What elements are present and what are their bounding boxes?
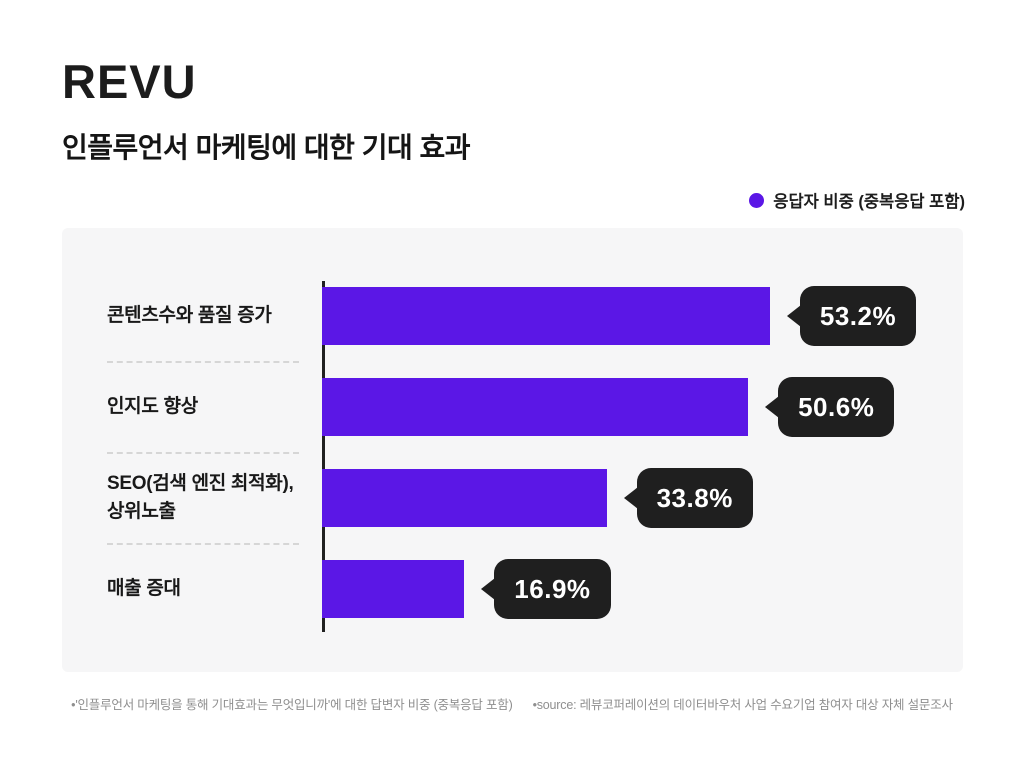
row-separator bbox=[107, 361, 299, 363]
callout-value: 33.8% bbox=[636, 468, 753, 528]
row-separator bbox=[107, 452, 299, 454]
footnote-right: •source: 레뷰코퍼레이션의 데이터바우처 사업 수요기업 참여자 대상 … bbox=[532, 698, 953, 712]
callout-tail-icon bbox=[623, 487, 638, 509]
brand-logo: REVU bbox=[62, 55, 197, 108]
value-callout: 33.8% bbox=[623, 468, 753, 528]
legend-label: 응답자 비중 (중복응답 포함) bbox=[773, 193, 965, 211]
category-label: 콘텐츠수와 품질 증가 bbox=[107, 305, 272, 327]
callout-tail-icon bbox=[786, 305, 801, 327]
legend: 응답자 비중 (중복응답 포함) bbox=[749, 188, 965, 212]
category-label: 인지도 향상 bbox=[107, 396, 198, 418]
legend-dot-icon bbox=[749, 192, 765, 208]
value-callout: 16.9% bbox=[481, 559, 611, 619]
category-label: 매출 증대 bbox=[107, 578, 181, 600]
bar bbox=[322, 469, 607, 527]
callout-value: 16.9% bbox=[494, 559, 611, 619]
chart-axis bbox=[322, 281, 325, 632]
row-separator bbox=[107, 543, 299, 545]
chart-card: 콘텐츠수와 품질 증가 53.2% 인지도 향상 50.6% SEO(검색 엔진 최적화… bbox=[62, 228, 963, 672]
callout-tail-icon bbox=[765, 396, 780, 418]
callout-value: 53.2% bbox=[799, 286, 917, 346]
value-callout: 53.2% bbox=[786, 286, 917, 346]
bar bbox=[322, 560, 465, 618]
value-callout: 50.6% bbox=[765, 377, 895, 437]
bar bbox=[322, 378, 749, 436]
footnotes: •'인플루언서 마케팅을 통해 기대효과는 무엇입니까'에 대한 답변자 비중 … bbox=[0, 694, 1024, 713]
footnote-left: •'인플루언서 마케팅을 통해 기대효과는 무엇입니까'에 대한 답변자 비중 … bbox=[71, 698, 513, 712]
category-label: SEO(검색 엔진 최적화), 상위노출 bbox=[107, 473, 294, 522]
page-title: 인플루언서 마케팅에 대한 기대 효과 bbox=[62, 132, 471, 163]
bar bbox=[322, 287, 770, 345]
callout-value: 50.6% bbox=[778, 377, 895, 437]
callout-tail-icon bbox=[481, 578, 496, 600]
